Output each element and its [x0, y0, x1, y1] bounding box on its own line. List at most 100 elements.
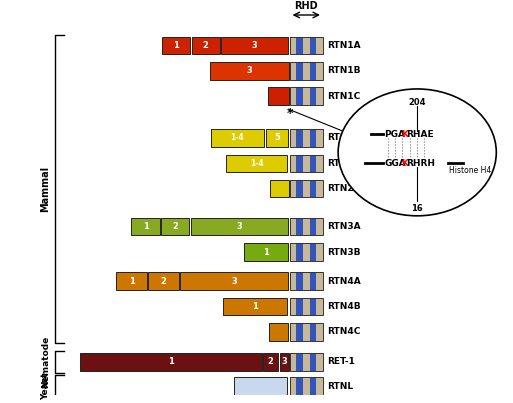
Bar — [303, 87, 309, 105]
Bar — [316, 62, 323, 79]
Text: 2: 2 — [172, 222, 178, 231]
Text: RTN1B: RTN1B — [327, 66, 361, 75]
Text: 2: 2 — [268, 357, 274, 366]
Text: 16: 16 — [411, 204, 423, 213]
Bar — [181, 272, 288, 290]
Bar — [303, 323, 309, 341]
Text: 3: 3 — [246, 66, 252, 75]
Bar — [303, 62, 309, 79]
Bar — [290, 323, 297, 341]
Text: RTN2B: RTN2B — [327, 159, 361, 168]
Text: RTN1C: RTN1C — [327, 92, 360, 101]
Bar — [303, 298, 309, 315]
Ellipse shape — [338, 89, 496, 216]
Text: 2: 2 — [161, 276, 167, 286]
Bar — [309, 243, 316, 261]
Bar — [290, 218, 323, 235]
Bar — [290, 155, 297, 172]
Text: RHD: RHD — [294, 1, 318, 10]
Bar — [297, 272, 303, 290]
Bar — [303, 243, 309, 261]
Bar — [297, 323, 303, 341]
Bar — [316, 378, 323, 395]
Text: RTN2A: RTN2A — [327, 133, 361, 142]
Bar — [290, 180, 323, 197]
Bar — [309, 298, 316, 315]
Text: RTN4C: RTN4C — [327, 327, 360, 337]
Bar — [290, 129, 297, 147]
Bar — [316, 218, 323, 235]
Text: 1-4: 1-4 — [230, 133, 244, 142]
Bar — [290, 353, 323, 371]
Bar — [297, 180, 303, 197]
Bar — [309, 218, 316, 235]
Text: 3: 3 — [236, 222, 242, 231]
Text: 1: 1 — [143, 222, 148, 231]
Bar — [116, 272, 147, 290]
Bar — [244, 243, 288, 261]
Bar — [297, 298, 303, 315]
Text: 1: 1 — [168, 357, 174, 366]
Bar — [269, 323, 288, 341]
Bar — [290, 272, 323, 290]
Text: K: K — [401, 130, 408, 139]
Text: RTN4A: RTN4A — [327, 276, 361, 286]
Bar — [297, 129, 303, 147]
Bar — [297, 155, 303, 172]
Bar — [263, 353, 279, 371]
Bar — [290, 180, 297, 197]
Bar — [131, 218, 160, 235]
Bar — [309, 353, 316, 371]
Bar — [161, 218, 189, 235]
Bar — [290, 243, 323, 261]
Bar — [303, 155, 309, 172]
Bar — [303, 272, 309, 290]
Bar — [316, 37, 323, 54]
Bar — [297, 37, 303, 54]
Text: RHAE: RHAE — [406, 130, 434, 139]
Bar — [309, 62, 316, 79]
Bar — [226, 155, 287, 172]
Bar — [297, 378, 303, 395]
Text: RTN3B: RTN3B — [327, 247, 361, 257]
Bar — [297, 243, 303, 261]
Bar — [297, 87, 303, 105]
Bar — [290, 87, 323, 105]
Bar — [309, 272, 316, 290]
Bar — [290, 218, 297, 235]
Bar — [191, 218, 288, 235]
Bar — [316, 298, 323, 315]
Bar — [316, 272, 323, 290]
Text: RHRH: RHRH — [406, 159, 436, 168]
Bar — [290, 62, 323, 79]
Bar — [290, 155, 323, 172]
Bar — [303, 180, 309, 197]
Bar — [303, 218, 309, 235]
Text: 1: 1 — [252, 302, 258, 311]
Text: 3: 3 — [251, 41, 258, 50]
Text: RTNL: RTNL — [327, 382, 353, 391]
Bar — [316, 129, 323, 147]
Bar — [280, 353, 289, 371]
Bar — [162, 37, 190, 54]
Bar — [290, 37, 297, 54]
Text: 204: 204 — [408, 98, 426, 107]
Text: Mammal: Mammal — [40, 166, 50, 212]
Bar — [268, 87, 289, 105]
Bar — [223, 298, 287, 315]
Text: PGA: PGA — [384, 130, 405, 139]
Bar — [303, 353, 309, 371]
Bar — [290, 87, 297, 105]
Bar — [297, 353, 303, 371]
Bar — [297, 62, 303, 79]
Bar — [210, 129, 264, 147]
Bar — [309, 129, 316, 147]
Bar — [309, 37, 316, 54]
Bar — [303, 37, 309, 54]
Bar — [148, 272, 179, 290]
Bar — [290, 323, 323, 341]
Bar — [309, 378, 316, 395]
Text: 1: 1 — [173, 41, 179, 50]
Bar — [192, 37, 220, 54]
Bar — [290, 243, 297, 261]
